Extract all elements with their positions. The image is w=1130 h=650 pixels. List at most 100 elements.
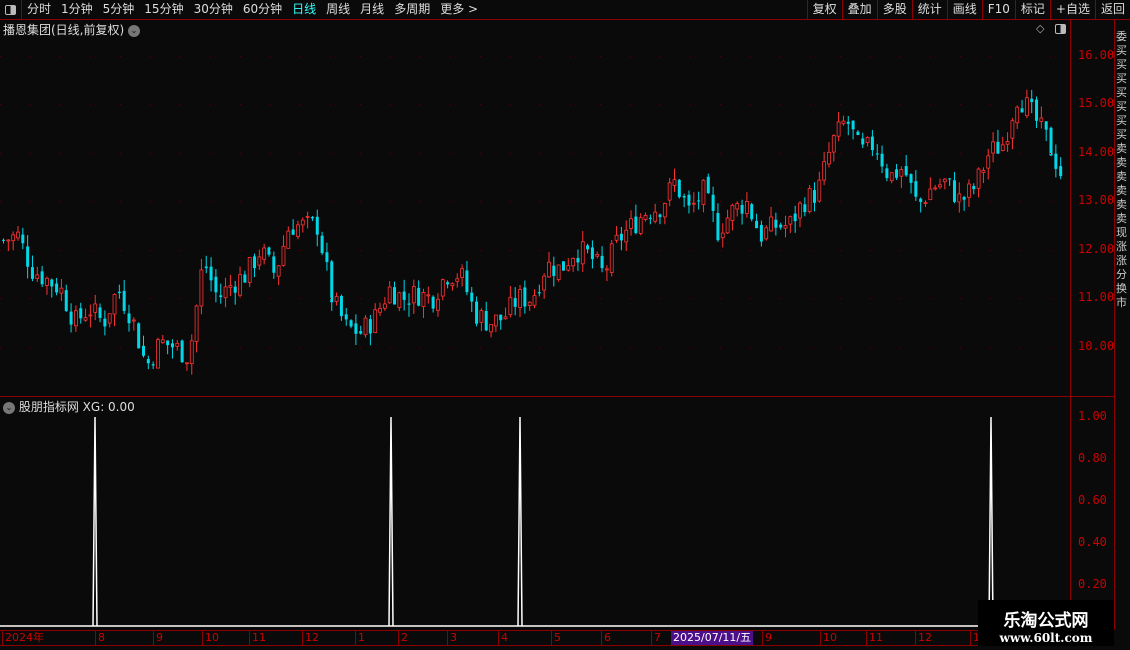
candle [330, 259, 334, 311]
candle [107, 313, 112, 328]
grid-dot [870, 298, 871, 299]
toolbar-button[interactable]: 画线 [946, 0, 982, 20]
candle [373, 303, 378, 334]
period-tab[interactable]: 15分钟 [144, 2, 184, 16]
grid-dot [660, 56, 661, 57]
grid-dot [570, 56, 571, 57]
price-tick-label: 14.00 [1078, 145, 1115, 159]
grid-dot [630, 201, 631, 202]
candle [634, 204, 638, 235]
watermark-url: www.60lt.com [999, 631, 1093, 645]
candle [503, 307, 508, 320]
price-tick-label: 10.00 [1078, 339, 1115, 353]
grid-dot [420, 153, 421, 154]
candle [909, 173, 913, 194]
grid-dot [480, 347, 481, 348]
toolbar-button[interactable]: 统计 [911, 0, 947, 20]
grid-dot [420, 56, 421, 57]
grid-dot [870, 56, 871, 57]
candle [103, 310, 107, 336]
toolbar-button[interactable]: 返回 [1094, 0, 1130, 20]
period-tab[interactable]: 分时 [27, 2, 52, 16]
candle [836, 111, 841, 142]
grid-dot [510, 104, 511, 105]
period-tab[interactable]: 5分钟 [102, 2, 135, 16]
candle [344, 307, 348, 326]
candlestick-chart[interactable] [0, 38, 1070, 396]
period-tab[interactable]: 更多 > [440, 2, 479, 16]
indicator-chart[interactable] [0, 397, 1070, 630]
toolbar-button[interactable]: F10 [981, 0, 1015, 20]
grid-dot [630, 56, 631, 57]
candle [411, 279, 416, 314]
period-tab[interactable]: 日线 [292, 2, 317, 16]
grid-dot [690, 104, 691, 105]
grid-dot [240, 104, 241, 105]
grid-dot [240, 250, 241, 251]
toolbar-button[interactable]: 多股 [876, 0, 912, 20]
toolbar-button[interactable]: 复权 [806, 0, 842, 20]
candle [923, 200, 928, 208]
candle [6, 239, 11, 252]
diamond-icon[interactable]: ◇ [1036, 22, 1045, 35]
chevron-down-icon[interactable]: ⌄ [3, 401, 15, 414]
grid-dot [270, 153, 271, 154]
period-tab[interactable]: 周线 [326, 2, 351, 16]
grid-dot [60, 347, 61, 348]
grid-dot [360, 201, 361, 202]
grid-dot [450, 56, 451, 57]
candle [426, 286, 431, 304]
grid-dot [360, 250, 361, 251]
grid-dot [330, 104, 331, 105]
date-tick-label: 2 [398, 631, 408, 645]
grid-dot [600, 250, 601, 251]
toolbar-button[interactable]: 叠加 [841, 0, 877, 20]
grid-dot [420, 250, 421, 251]
grid-dot [660, 153, 661, 154]
grid-dot [30, 250, 31, 251]
candle [846, 116, 850, 136]
date-tick-label: 2024年 [2, 631, 44, 645]
candle [701, 179, 706, 213]
toolbar-button[interactable]: +自选 [1049, 0, 1095, 20]
period-tab[interactable]: 30分钟 [193, 2, 233, 16]
candle [769, 206, 773, 232]
grid-dot [810, 347, 811, 348]
candle [233, 280, 237, 305]
grid-dot [540, 104, 541, 105]
grid-dot [600, 104, 601, 105]
toolbar-button[interactable]: 标记 [1014, 0, 1050, 20]
grid-dot [330, 298, 331, 299]
candle [64, 284, 68, 313]
grid-dot [120, 298, 121, 299]
period-tab[interactable]: 1分钟 [61, 2, 93, 16]
grid-dot [900, 250, 901, 251]
panel-toggle-button[interactable] [0, 0, 22, 20]
candle [788, 215, 793, 233]
candle [446, 280, 450, 289]
grid-dot [870, 347, 871, 348]
layout-toggle-button[interactable] [1055, 24, 1066, 34]
candle [899, 166, 904, 189]
candle [725, 209, 730, 234]
grid-dot [570, 104, 571, 105]
grid-dot [540, 347, 541, 348]
chevron-down-icon[interactable]: ⌄ [128, 24, 141, 37]
date-axis [0, 630, 1114, 646]
grid-dot [900, 104, 901, 105]
candle [397, 291, 402, 312]
period-tab[interactable]: 60分钟 [242, 2, 283, 16]
grid-dot [30, 298, 31, 299]
candle [1044, 121, 1048, 141]
grid-dot [780, 250, 781, 251]
grid-dot [1050, 250, 1051, 251]
grid-dot [1020, 104, 1021, 105]
grid-dot [1050, 201, 1051, 202]
period-tab[interactable]: 多周期 [394, 2, 431, 16]
panel-divider[interactable] [0, 396, 1114, 397]
period-tab[interactable]: 月线 [360, 2, 385, 16]
candle [238, 266, 242, 298]
grid-dot [180, 153, 181, 154]
candle [21, 227, 25, 250]
grid-dot [540, 201, 541, 202]
